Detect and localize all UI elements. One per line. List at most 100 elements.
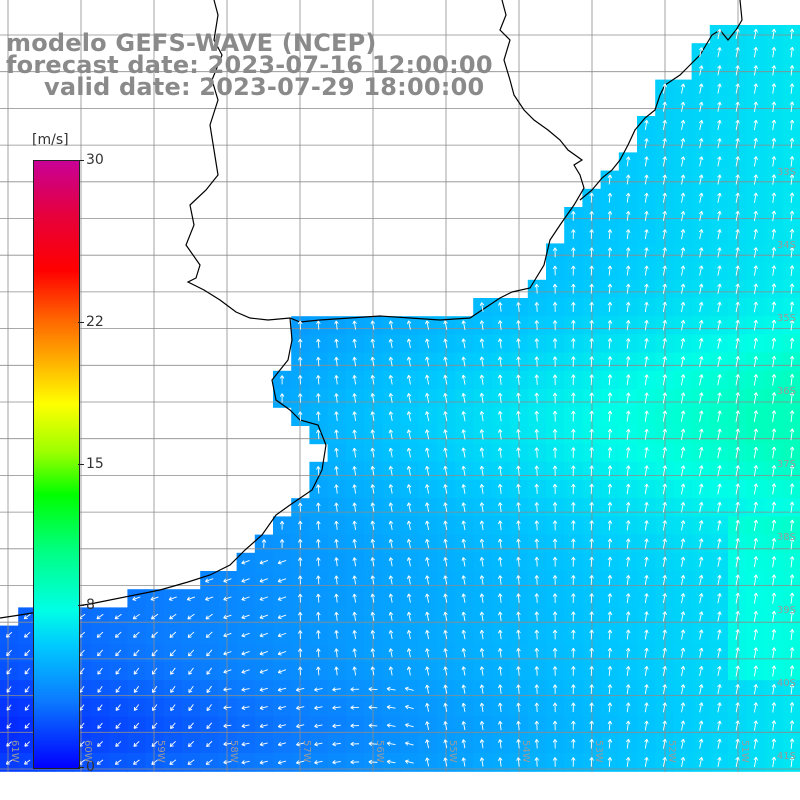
wind-arrow — [552, 556, 558, 567]
wind-arrow — [388, 374, 394, 385]
wind-arrow — [406, 648, 412, 658]
wind-arrow — [297, 357, 303, 367]
wind-arrow — [625, 684, 631, 695]
wind-arrow — [571, 211, 576, 221]
wind-arrow — [425, 356, 430, 367]
wind-arrow — [680, 720, 686, 731]
wind-arrow — [644, 502, 649, 513]
wind-arrow — [771, 337, 777, 349]
wind-arrow — [607, 392, 613, 404]
wind-arrow — [97, 685, 103, 693]
wind-arrow — [589, 738, 594, 749]
wind-arrow — [170, 722, 176, 729]
wind-arrow — [662, 501, 667, 513]
wind-arrow — [425, 721, 430, 730]
wind-arrow — [205, 759, 213, 765]
wind-arrow — [552, 720, 558, 731]
wind-arrow — [425, 611, 430, 621]
wind-arrow — [753, 301, 758, 313]
wind-arrow — [644, 520, 649, 531]
wind-arrow — [717, 28, 722, 40]
wind-arrow — [789, 192, 795, 204]
wind-arrow — [297, 539, 303, 549]
wind-arrow — [753, 392, 759, 404]
wind-arrow — [316, 356, 321, 367]
wind-arrow — [350, 759, 360, 765]
wind-arrow — [771, 702, 777, 713]
colorbar-tick — [78, 767, 84, 768]
wind-arrow — [625, 575, 631, 585]
wind-arrow — [534, 648, 540, 658]
wind-arrow — [571, 502, 576, 513]
wind-arrow — [169, 613, 177, 620]
wind-arrow — [223, 596, 232, 601]
latitude-label: 35S — [776, 313, 796, 324]
wind-arrow — [443, 593, 448, 603]
wind-arrow — [625, 211, 631, 221]
wind-arrow — [680, 574, 686, 586]
wind-arrow — [497, 520, 503, 531]
wind-arrow — [753, 319, 758, 331]
wind-arrow — [789, 756, 795, 768]
wind-arrow — [241, 723, 250, 729]
wind-arrow — [297, 611, 303, 621]
wind-arrow — [698, 756, 704, 767]
wind-arrow — [698, 720, 704, 731]
wind-arrow — [552, 283, 558, 294]
wind-arrow — [735, 83, 740, 94]
wind-arrow — [625, 647, 631, 658]
wind-arrow — [352, 630, 357, 640]
wind-arrow — [771, 174, 777, 185]
wind-arrow — [406, 338, 412, 349]
wind-arrow — [425, 393, 430, 403]
wind-arrow — [334, 575, 339, 585]
wind-arrow — [314, 687, 323, 692]
wind-arrow — [406, 484, 412, 494]
wind-arrow — [735, 101, 740, 112]
wind-arrow — [662, 428, 668, 440]
wind-arrow — [259, 760, 268, 765]
wind-arrow — [443, 739, 448, 749]
wind-arrow — [114, 613, 122, 620]
wind-arrow — [277, 560, 287, 565]
wind-arrow — [388, 666, 394, 676]
colorbar-tick — [78, 160, 84, 161]
wind-arrow — [698, 138, 704, 149]
wind-arrow — [789, 610, 795, 622]
longitude-label: 54W — [520, 740, 531, 763]
wind-arrow — [151, 741, 158, 747]
wind-arrow — [388, 539, 394, 549]
wind-arrow — [316, 320, 321, 330]
wind-arrow — [571, 483, 576, 495]
wind-arrow — [789, 720, 795, 731]
wind-arrow — [552, 647, 558, 658]
wind-arrow — [115, 667, 121, 675]
wind-arrow — [717, 720, 722, 731]
wind-arrow — [223, 687, 232, 692]
wind-arrow — [735, 410, 740, 422]
wind-arrow — [425, 447, 430, 458]
wind-arrow — [717, 428, 722, 441]
wind-arrow — [717, 101, 722, 112]
wind-arrow — [534, 320, 540, 331]
colorbar-tick-label: 0 — [86, 759, 95, 775]
wind-arrow — [97, 667, 103, 675]
wind-arrow — [223, 669, 232, 674]
wind-arrow — [261, 539, 267, 548]
wind-arrow — [259, 614, 268, 620]
longitude-label: 53W — [593, 740, 604, 763]
wind-arrow — [771, 446, 777, 459]
wind-arrow — [443, 648, 448, 658]
wind-arrow — [607, 666, 613, 676]
wind-arrow — [497, 429, 503, 440]
wind-arrow — [277, 742, 287, 747]
wind-arrow — [241, 687, 250, 692]
wind-arrow — [735, 301, 740, 313]
wind-arrow — [607, 447, 613, 458]
wind-arrow — [498, 593, 503, 603]
wind-arrow — [534, 302, 540, 312]
wind-arrow — [680, 666, 686, 676]
wind-arrow — [223, 760, 232, 765]
wind-arrow — [789, 665, 795, 677]
wind-arrow — [735, 265, 740, 276]
